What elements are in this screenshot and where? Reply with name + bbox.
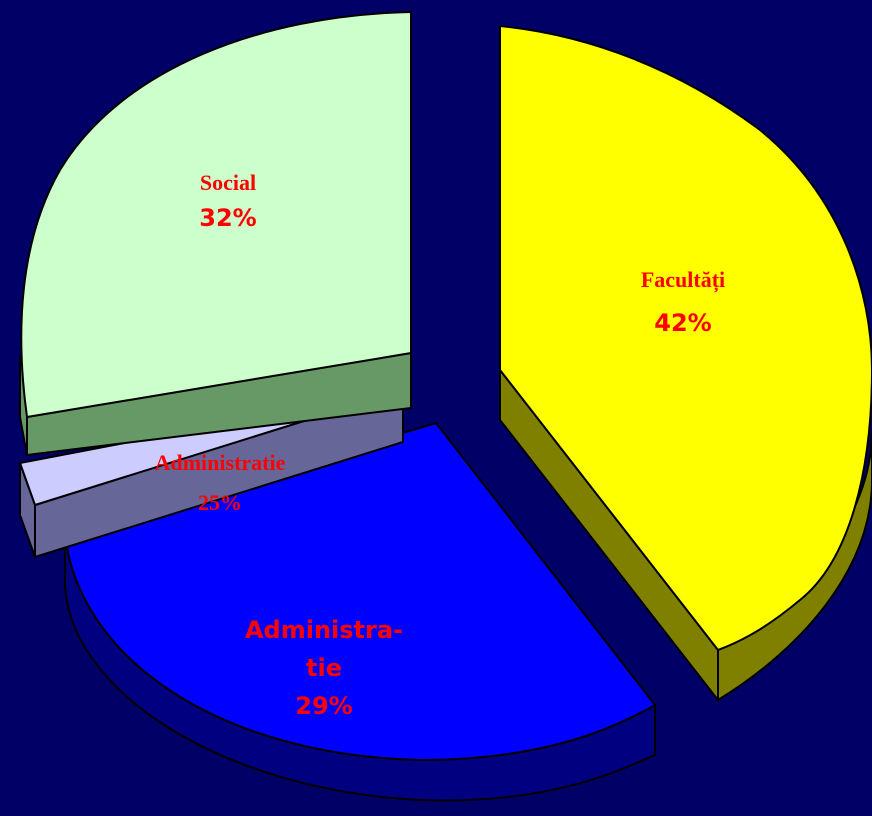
label-facultati-name: Facultăți [641,267,725,293]
label-administratie-blue-line2: tie [306,654,342,682]
label-administratie-blue-line1: Administra- [245,616,403,644]
slice-social [19,10,412,457]
label-administratie-small-value: 25% [198,490,242,515]
slice-facultati [499,24,872,703]
slice-administratie-blue-top [63,421,657,762]
label-administratie-small-name: Administratie [155,450,286,475]
label-administratie-blue-value: 29% [295,692,352,720]
slice-social-top [20,10,412,419]
label-social-name: Social [200,170,256,195]
label-social-value: 32% [199,204,256,232]
slice-facultati-top [499,24,872,652]
slice-administratie-blue [63,421,657,802]
label-facultati-value: 42% [654,309,711,337]
